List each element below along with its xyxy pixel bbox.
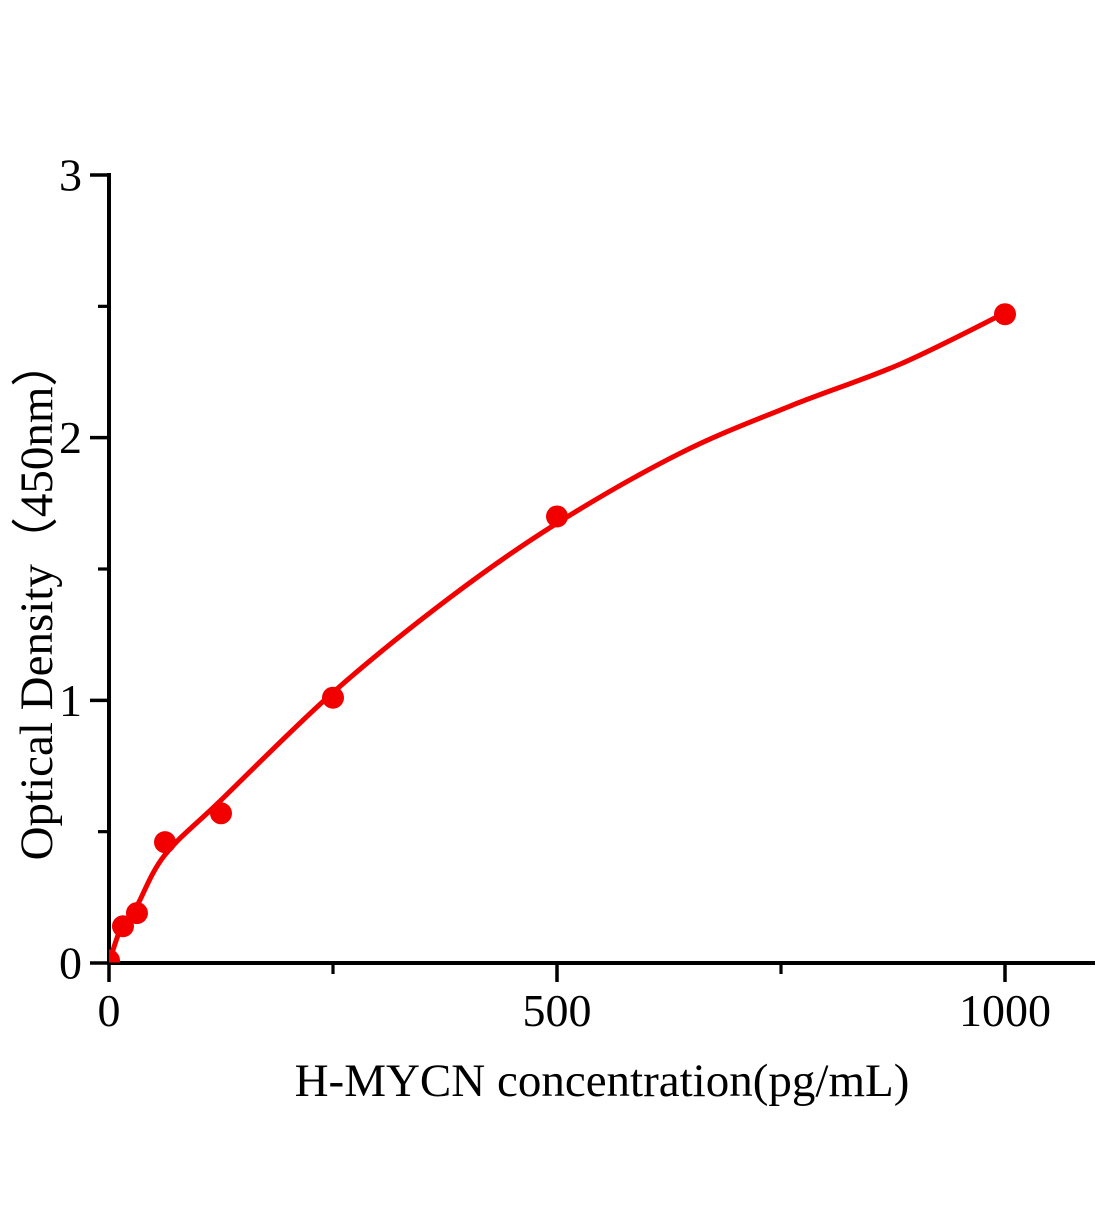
- data-point: [125, 902, 148, 925]
- data-point: [994, 303, 1016, 326]
- x-tick-label: 500: [523, 985, 592, 1036]
- x-tick-label: 0: [98, 985, 121, 1036]
- data-point: [546, 505, 568, 528]
- y-axis-ticks: [90, 173, 109, 965]
- y-tick-label: 1: [59, 675, 82, 726]
- x-axis-tick-labels: 0 500 1000: [98, 985, 1052, 1036]
- fit-curve-line: [109, 310, 1008, 963]
- x-tick-label: 1000: [959, 985, 1051, 1036]
- data-point: [154, 831, 176, 854]
- y-tick-label: 2: [59, 412, 82, 463]
- data-point: [322, 686, 344, 709]
- data-point: [109, 949, 120, 963]
- data-point: [111, 915, 134, 938]
- y-axis-tick-labels: 0 1 2 3: [59, 150, 82, 989]
- data-point: [210, 802, 232, 825]
- data-points: [109, 303, 1016, 963]
- x-axis-ticks: [107, 963, 1007, 982]
- y-axis-title: Optical Density（450nm）: [11, 340, 63, 861]
- x-axis-title: H-MYCN concentration(pg/mL): [295, 1055, 910, 1107]
- y-tick-label: 0: [59, 938, 82, 989]
- y-tick-label: 3: [59, 150, 82, 201]
